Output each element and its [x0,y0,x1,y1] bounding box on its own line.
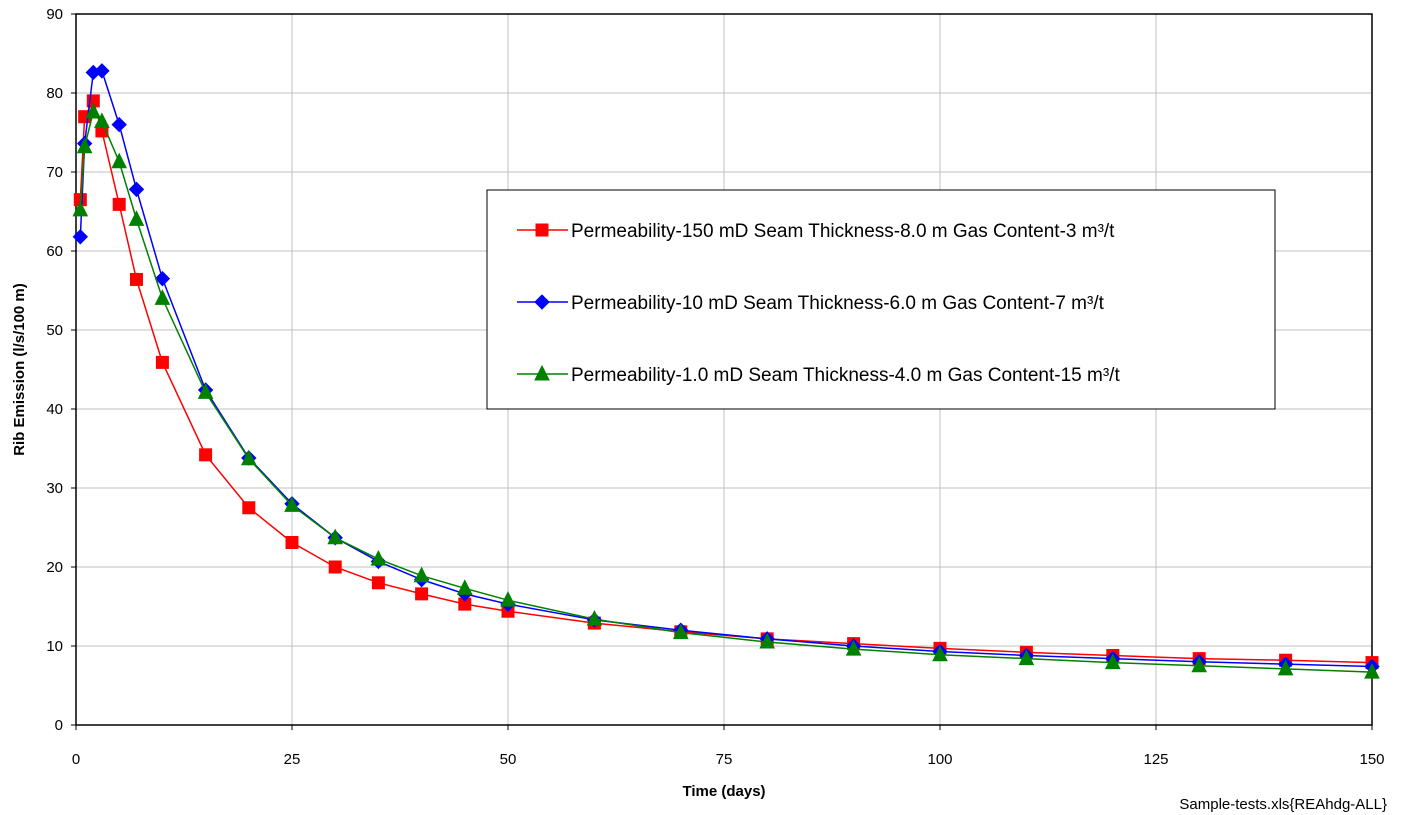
data-point-triangle [72,200,89,217]
legend-entry: Permeability-1.0 mD Seam Thickness-4.0 m… [517,364,1120,386]
data-point-diamond [128,181,145,198]
data-point-diamond [72,229,89,245]
legend-box [486,189,1276,410]
data-point-triangle [154,289,171,305]
y-tick-label: 50 [46,322,63,339]
data-point-triangle [932,645,948,662]
legend-marker-square [535,223,549,237]
y-tick-label: 0 [55,717,63,734]
data-point-triangle [1018,649,1035,666]
data-point-triangle [327,528,344,545]
data-point-diamond [154,270,171,287]
x-tick-label: 100 [927,751,952,768]
y-tick-label: 90 [46,6,63,23]
source-footnote: Sample-tests.xls{REAhdg-ALL} [1179,796,1387,813]
x-tick-label: 75 [716,751,733,768]
data-point-square [242,501,256,515]
series-triangle [72,102,1380,679]
data-point-square [199,448,213,462]
data-point-diamond [111,116,127,133]
data-point-triangle [85,102,102,119]
y-tick-label: 60 [46,243,63,260]
legend-marker-triangle [534,364,550,381]
data-point-triangle [1364,662,1380,679]
x-tick-label: 25 [284,751,301,768]
data-point-triangle [1277,659,1294,676]
data-point-triangle [586,610,603,626]
legend-entry: Permeability-150 mD Seam Thickness-8.0 m… [517,221,1115,242]
y-tick-label: 30 [46,480,63,497]
data-point-square [328,560,342,574]
legend: Permeability-150 mD Seam Thickness-8.0 m… [486,189,1276,410]
legend-label: Permeability-1.0 mD Seam Thickness-4.0 m… [571,365,1120,386]
legend-marker-diamond [534,294,550,310]
data-point-triangle [1104,653,1121,670]
legend-label: Permeability-10 mD Seam Thickness-6.0 m … [571,293,1105,314]
data-point-square [129,272,143,286]
legend-entry: Permeability-10 mD Seam Thickness-6.0 m … [517,293,1105,314]
data-point-triangle [672,623,689,640]
x-tick-label: 0 [72,751,80,768]
data-point-square [415,587,429,601]
data-point-triangle [197,383,214,399]
data-point-square [285,536,299,550]
x-tick-label: 50 [500,751,517,768]
x-tick-label: 150 [1359,751,1384,768]
data-point-triangle [845,640,862,656]
data-point-triangle [111,152,128,169]
x-axis-ticks: 0 25 50 75 100 125 150 [72,725,1385,768]
y-axis-ticks: 0 10 20 30 40 50 60 70 80 90 [46,6,76,734]
data-point-square [155,355,169,369]
data-point-triangle [240,449,257,466]
y-tick-label: 40 [46,401,63,418]
data-point-square [371,576,385,590]
data-point-triangle [1191,656,1208,673]
x-axis-title: Time (days) [682,783,765,800]
data-point-triangle [76,137,93,154]
y-axis-title: Rib Emission (l/s/100 m) [11,283,28,456]
data-point-triangle [456,579,473,595]
y-tick-label: 20 [46,559,63,576]
data-point-triangle [759,632,776,649]
data-point-square [112,197,126,211]
data-point-triangle [413,566,430,583]
data-point-triangle [284,496,300,512]
data-point-triangle [128,210,145,226]
y-tick-label: 80 [46,85,63,102]
y-tick-label: 10 [46,638,63,655]
data-point-triangle [94,112,110,128]
y-tick-label: 70 [46,164,63,181]
x-tick-label: 125 [1143,751,1168,768]
data-point-triangle [500,591,516,607]
legend-label: Permeability-150 mD Seam Thickness-8.0 m… [571,221,1115,242]
data-point-triangle [370,549,387,566]
data-point-diamond [94,63,110,79]
series-layer [72,63,1380,679]
